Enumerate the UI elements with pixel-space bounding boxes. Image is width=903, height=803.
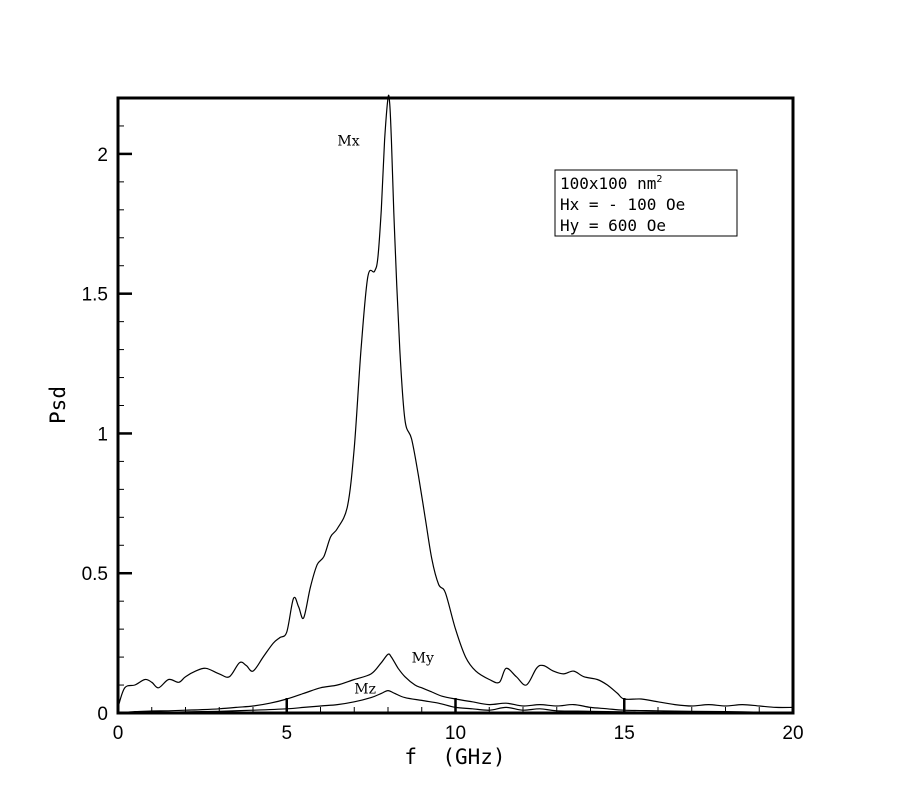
y-tick-label: 0 — [97, 704, 108, 725]
annotation-box-frame — [554, 169, 738, 237]
curve-labels: Mx My Mz — [337, 134, 434, 698]
x-tick-label: 20 — [782, 723, 803, 744]
annotation-box: 100x100 nm2 Hx = - 100 Oe Hy = 600 Oe — [554, 169, 738, 237]
y-tick-label: 1 — [97, 424, 108, 445]
annotation-size-sup: 2 — [656, 174, 662, 185]
curves — [117, 94, 794, 714]
series-line-my — [117, 653, 794, 714]
x-axis: 0 5 10 15 20 — [113, 698, 804, 744]
x-tick-label: 10 — [445, 723, 466, 744]
series-label-my: My — [412, 651, 434, 667]
annotation-size-main: 100x100 nm — [560, 174, 656, 193]
y-tick-label: 2 — [97, 145, 108, 166]
x-axis-title: f (GHz) — [404, 745, 505, 769]
x-tick-label: 15 — [614, 723, 635, 744]
series-line-mx — [117, 94, 794, 709]
x-tick-label: 0 — [113, 723, 124, 744]
annotation-line-hy: Hy = 600 Oe — [560, 216, 666, 235]
y-tick-label: 0.5 — [82, 564, 108, 585]
series-label-mz: Mz — [354, 681, 376, 697]
annotation-line-size: 100x100 nm2 — [560, 174, 662, 193]
x-tick-label: 5 — [281, 723, 292, 744]
y-axis: 0 0.5 1 1.5 2 — [82, 145, 132, 725]
annotation-line-hx: Hx = - 100 Oe — [560, 195, 685, 214]
y-tick-label: 1.5 — [82, 285, 108, 306]
series-label-mx: Mx — [337, 134, 359, 150]
series-line-mz — [117, 689, 793, 714]
y-axis-title: Psd — [46, 386, 70, 424]
